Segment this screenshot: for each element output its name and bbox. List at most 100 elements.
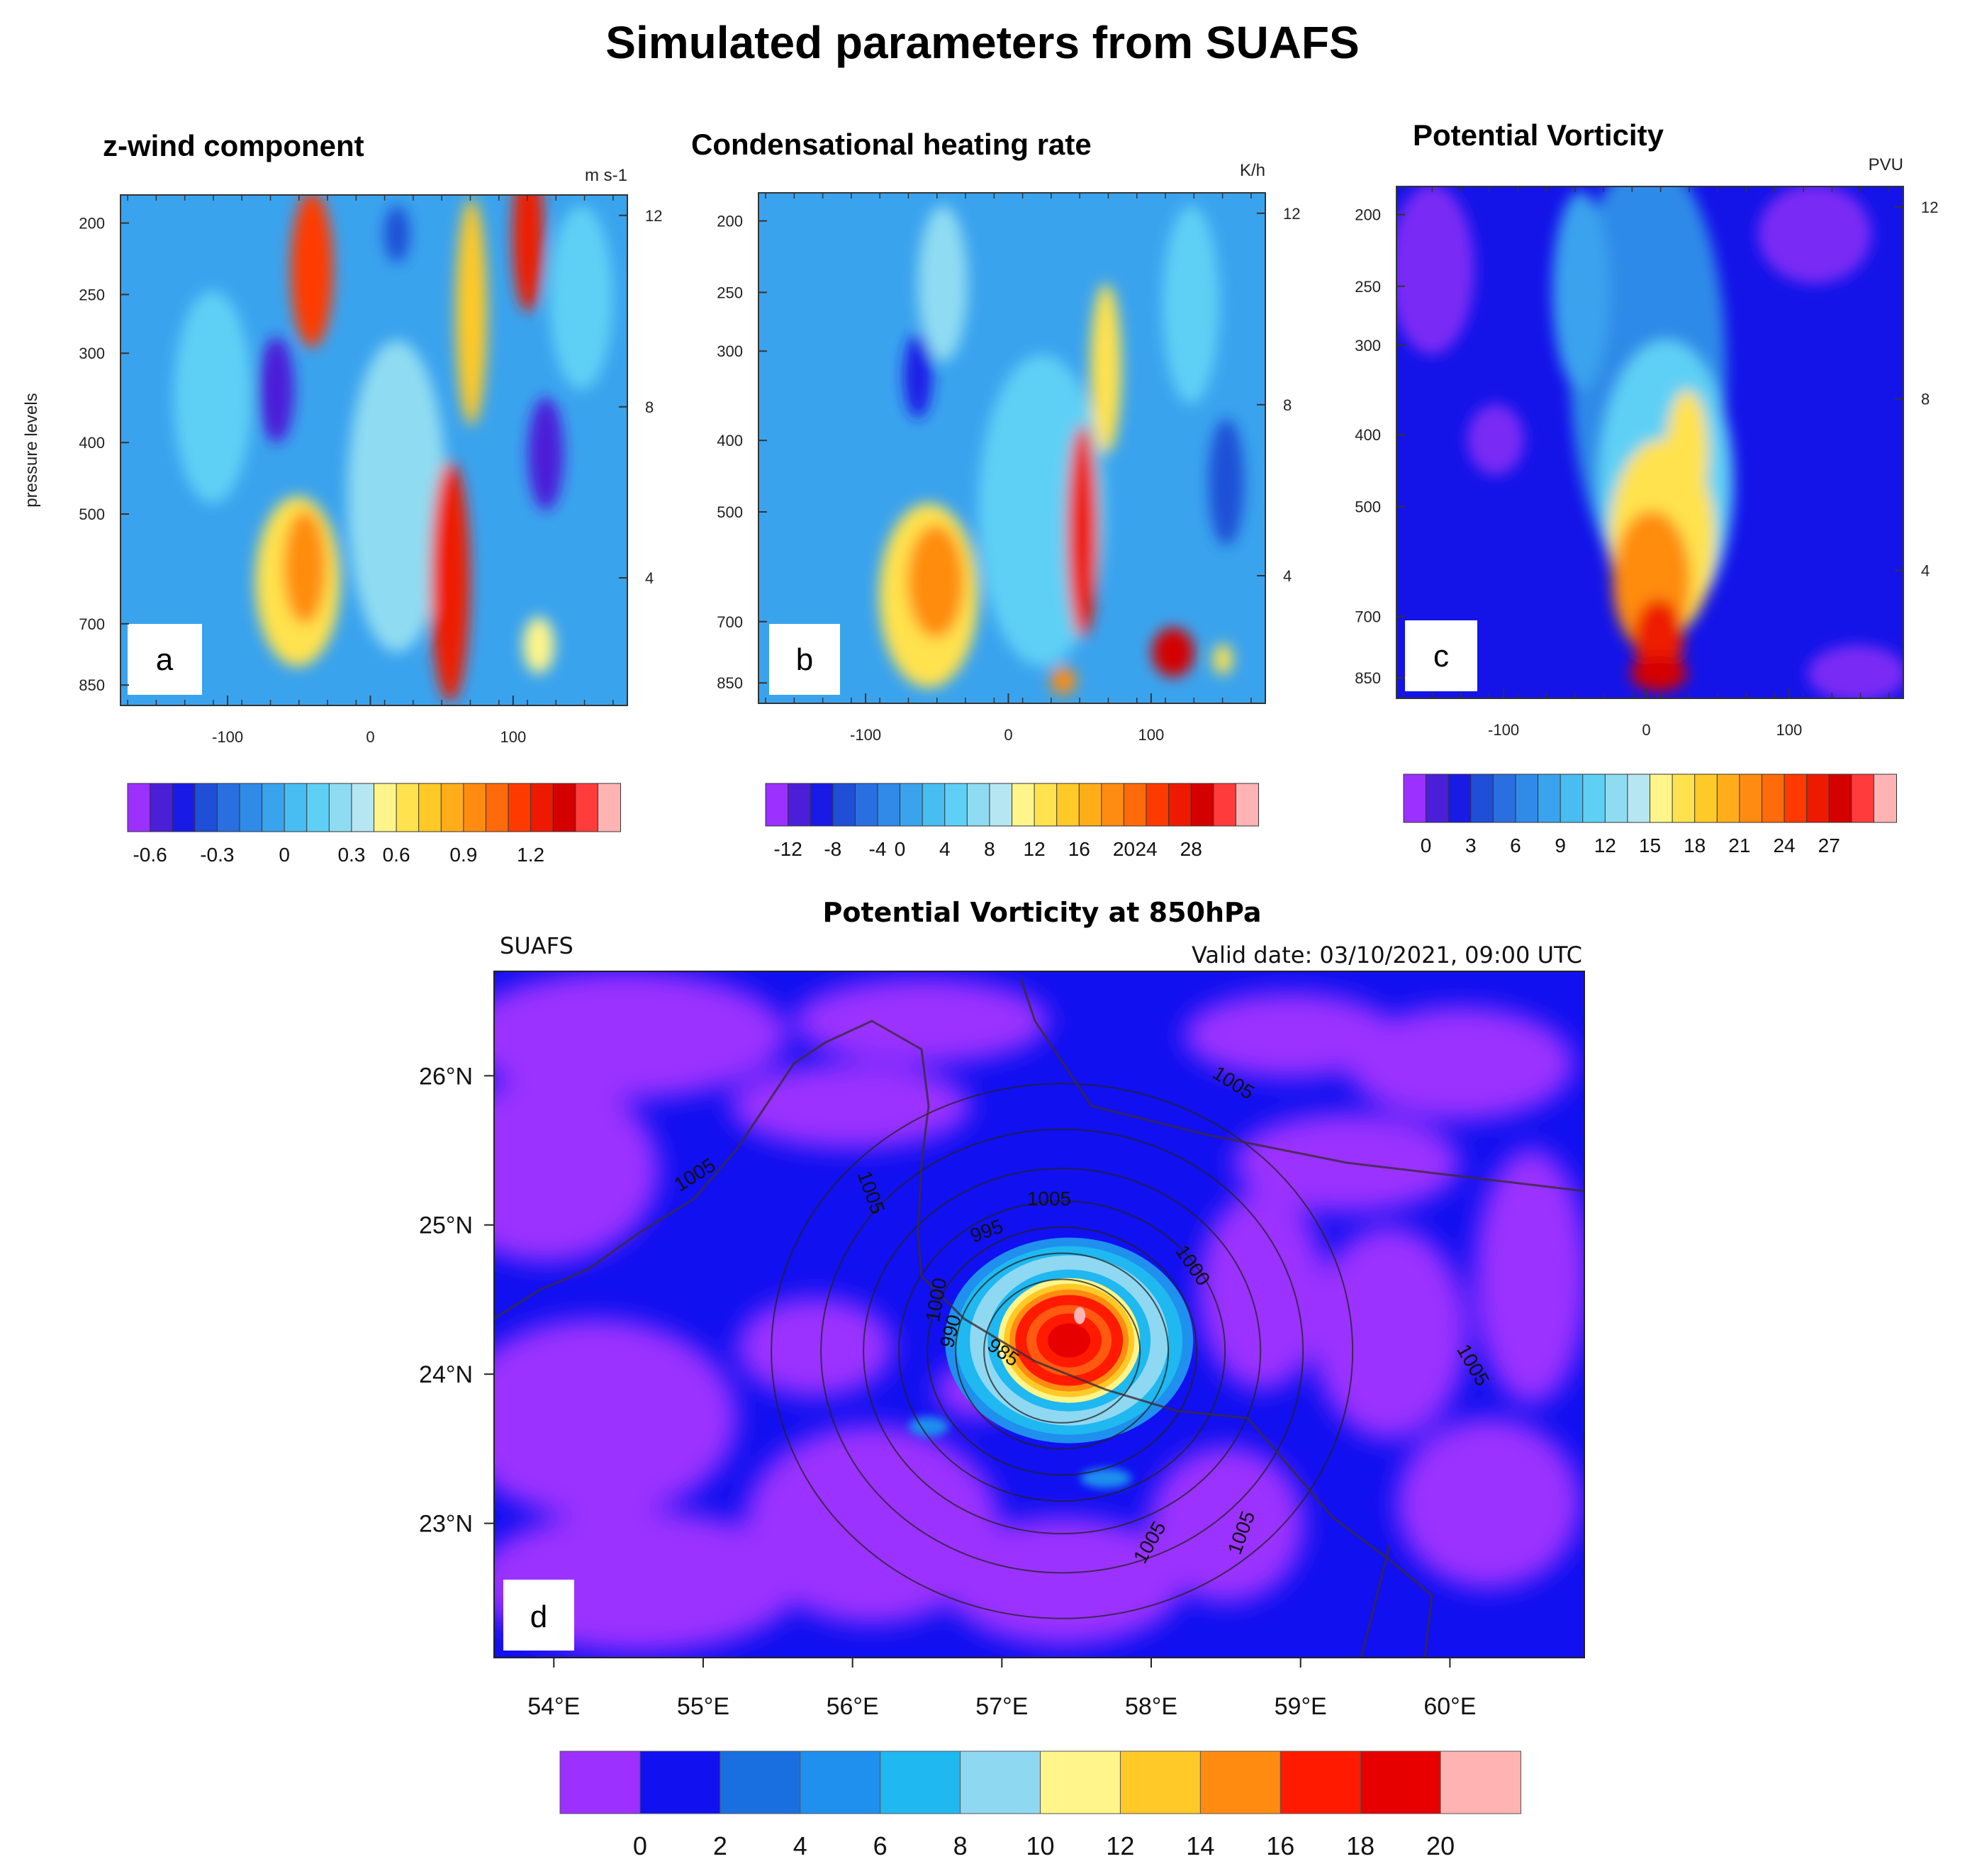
isobar	[926, 1226, 1198, 1476]
panel-a-title: z-wind component	[103, 129, 364, 162]
colorbar-swatch	[1784, 774, 1808, 823]
panel-c-colorbar: 0 3 6 9 12 15 18 21 24 27	[1403, 774, 1898, 856]
y-tick-label: 400	[79, 434, 105, 452]
colorbar-label: 0	[633, 1831, 647, 1860]
panel-d-letter: d	[530, 1599, 547, 1634]
colorbar-label: 12	[1106, 1831, 1134, 1860]
y-tick-label: 700	[717, 613, 743, 631]
panel-d-axes: 54°E 55°E 56°E 57°E 58°E 59°E 60°E 26°N 25°N 24°N…	[419, 1063, 1476, 1720]
b-blob	[1090, 284, 1121, 454]
isobar	[820, 1128, 1304, 1574]
colorbar-swatch	[1101, 783, 1125, 827]
colorbar-swatch	[1716, 774, 1740, 823]
colorbar-swatch	[530, 783, 554, 832]
colorbar-swatch	[351, 783, 375, 832]
d-purple-region	[1184, 993, 1396, 1078]
panel-a-letter: a	[156, 642, 174, 677]
a-blob	[456, 199, 487, 425]
colorbar-swatch	[552, 783, 576, 832]
lon-tick-label: 54°E	[527, 1693, 580, 1720]
colorbar-swatch	[900, 783, 924, 827]
colorbar-swatch	[239, 783, 263, 832]
colorbar-swatch	[1119, 1751, 1202, 1814]
colorbar-swatch	[720, 1751, 801, 1814]
d-purple-region	[730, 1063, 971, 1149]
lat-tick-label: 26°N	[419, 1063, 473, 1090]
colorbar-swatch	[1040, 1751, 1121, 1814]
c-blob	[1808, 645, 1903, 698]
panel-d: Potential Vorticity at 850hPa SUAFS Vali…	[419, 897, 1585, 1860]
colorbar-swatch	[810, 783, 834, 827]
panel-c-frame	[1396, 186, 1904, 699]
colorbar-swatch	[639, 1751, 721, 1814]
panel-a-field: a	[121, 195, 627, 705]
colorbar-label: 21	[1728, 834, 1750, 856]
colorbar-label: 16	[1068, 838, 1090, 860]
lon-tick-label: 58°E	[1125, 1693, 1177, 1720]
b-blob	[1163, 206, 1219, 404]
colorbar-label: 12	[1024, 838, 1046, 860]
x-tick-label: 100	[1776, 721, 1803, 739]
c-blob	[1758, 186, 1871, 284]
right-tick-label: 12	[1283, 205, 1300, 223]
colorbar-swatch	[944, 783, 968, 827]
y-tick-label: 250	[1355, 278, 1381, 296]
colorbar-label: 1.2	[517, 844, 544, 866]
b-blob	[918, 206, 968, 362]
vortex-peak	[1074, 1307, 1086, 1324]
y-tick-label: 700	[79, 615, 105, 633]
panel-b-colorbar: -12 -8 -4 0 4 8 12 16 20 24 28	[765, 783, 1259, 860]
colorbar-swatch	[1235, 783, 1259, 827]
a-blob	[513, 195, 544, 312]
d-purple-region	[1148, 1446, 1304, 1602]
x-tick-label: 100	[1138, 726, 1165, 744]
c-blob	[1396, 186, 1474, 354]
panel-b-field: b	[758, 193, 1265, 703]
right-tick-label: 12	[1921, 199, 1938, 216]
colorbar-swatch	[1146, 783, 1170, 827]
a-blob	[347, 340, 447, 652]
border-path	[1019, 978, 1584, 1193]
colorbar-swatch	[1515, 774, 1539, 823]
colorbar-label: 10	[1026, 1831, 1054, 1860]
colorbar-label: 14	[1186, 1831, 1214, 1860]
colorbar-swatch	[463, 783, 487, 832]
panel-a-frame	[120, 194, 628, 706]
d-blue-patch	[1080, 1468, 1131, 1488]
y-tick-label: 200	[79, 215, 105, 233]
d-purple-region	[494, 1078, 659, 1262]
colorbar-label: 18	[1346, 1831, 1375, 1860]
colorbar-label: 4	[793, 1831, 807, 1860]
panel-d-letter-box	[503, 1580, 574, 1651]
y-tick-label: 200	[717, 213, 743, 230]
colorbar-label: 20	[1426, 1831, 1455, 1860]
colorbar-label: 24	[1773, 834, 1795, 856]
b-blob	[1152, 627, 1194, 677]
panel-c-letter: c	[1433, 639, 1449, 674]
d-blue-patch	[909, 1417, 948, 1436]
colorbar-swatch	[396, 783, 420, 832]
colorbar-swatch	[960, 1751, 1041, 1814]
lon-tick-label: 57°E	[975, 1693, 1028, 1720]
colorbar-label: 24	[1135, 838, 1157, 860]
colorbar-swatch	[854, 783, 878, 827]
a-blob	[384, 206, 410, 262]
colorbar-swatch	[1012, 783, 1036, 827]
colorbar-swatch	[989, 783, 1013, 827]
colorbar-swatch	[1190, 783, 1214, 827]
colorbar-label: 28	[1180, 838, 1202, 860]
colorbar-label: 20	[1113, 838, 1135, 860]
colorbar-label: 6	[1510, 834, 1521, 856]
d-purple-region	[1347, 1007, 1574, 1120]
coastlines	[494, 978, 1584, 1658]
isobar	[983, 1278, 1141, 1424]
colorbar-swatch	[1806, 774, 1830, 823]
a-blob	[259, 337, 294, 443]
colorbar-swatch	[877, 783, 901, 827]
colorbar-swatch	[418, 783, 442, 832]
isobar	[898, 1200, 1226, 1502]
c-blob	[1634, 599, 1684, 677]
y-tick-label: 250	[79, 286, 105, 303]
colorbar-swatch	[1403, 774, 1427, 823]
